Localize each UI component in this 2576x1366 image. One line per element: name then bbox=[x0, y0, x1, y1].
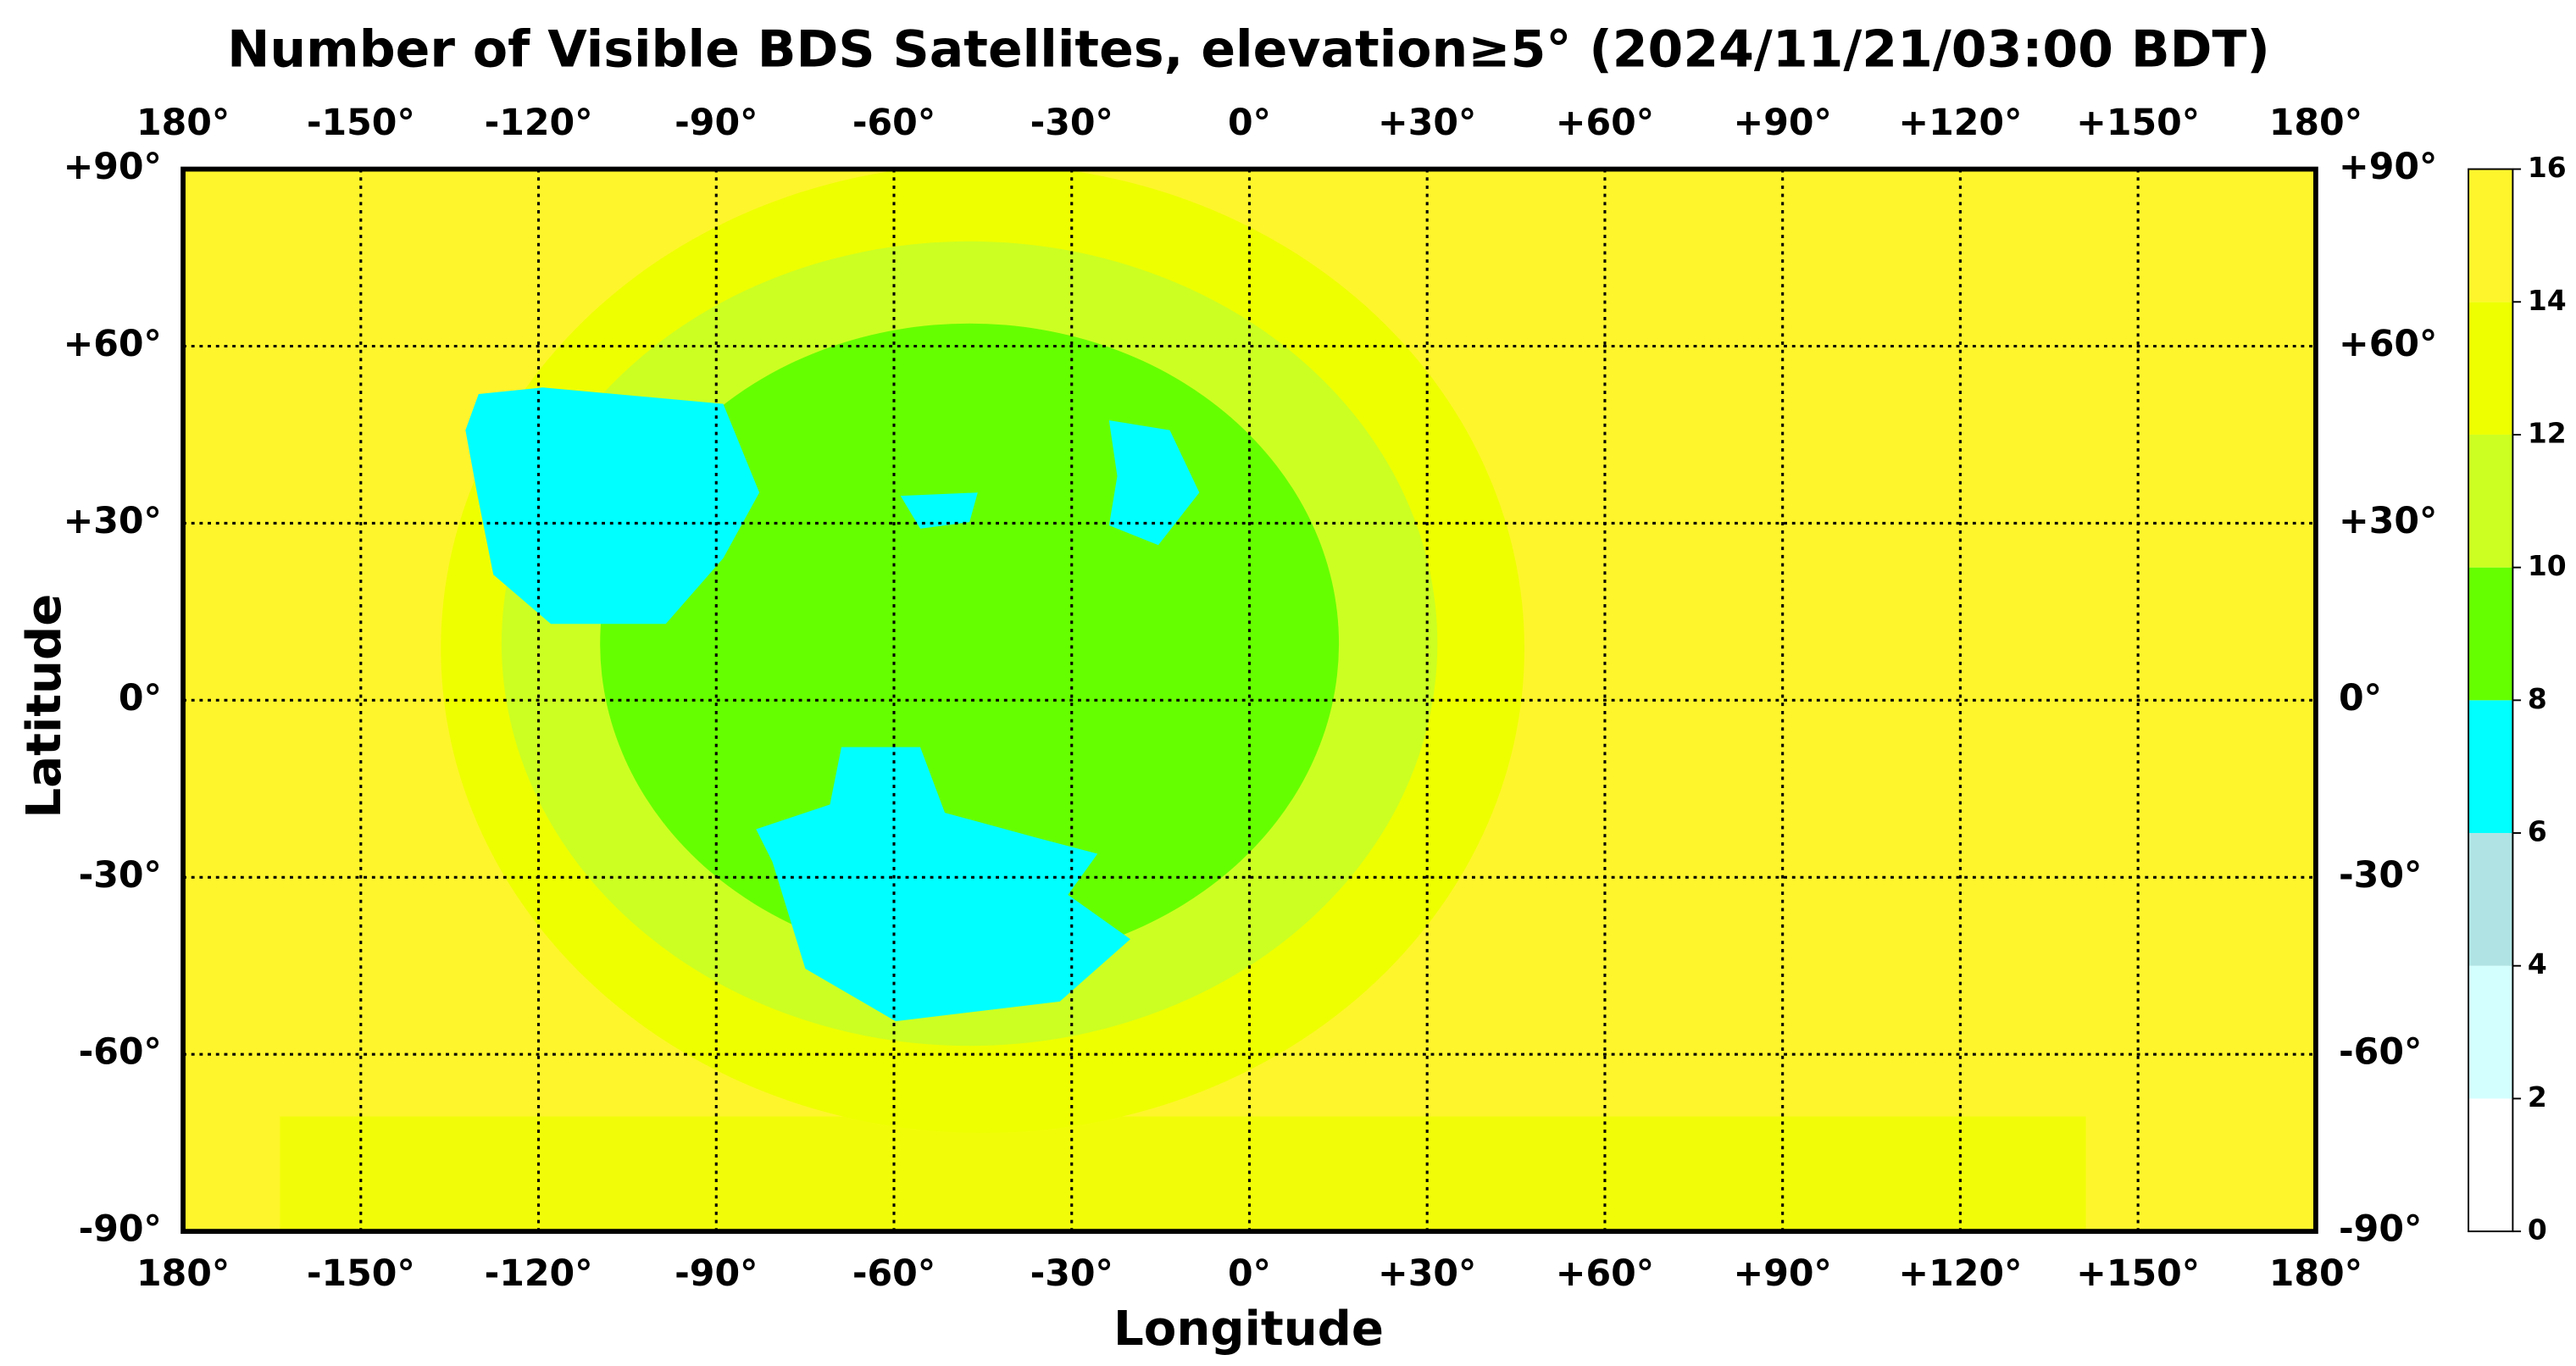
colorbar-tick-label: 0 bbox=[2528, 1213, 2547, 1247]
colorbar-tick-label: 12 bbox=[2528, 416, 2567, 449]
x-tick-label-top: 180° bbox=[136, 102, 230, 144]
colorbar-segment bbox=[2468, 302, 2513, 435]
colorbar-tick-label: 14 bbox=[2528, 284, 2567, 317]
x-axis-label: Longitude bbox=[1113, 1302, 1384, 1357]
chart-title: Number of Visible BDS Satellites, elevat… bbox=[227, 20, 2270, 80]
y-tick-label-right: -60° bbox=[2339, 1031, 2422, 1074]
colorbar-tick-label: 16 bbox=[2528, 151, 2567, 184]
y-tick-label-right: -90° bbox=[2339, 1208, 2422, 1251]
x-tick-label-top: -30° bbox=[1030, 102, 1113, 144]
y-tick-label-left: 0° bbox=[119, 677, 162, 719]
x-tick-label-top: +120° bbox=[1898, 102, 2022, 144]
x-tick-label-top: -60° bbox=[852, 102, 935, 144]
zone-6-8-south-america bbox=[756, 747, 1130, 1022]
y-tick-label-left: -60° bbox=[79, 1031, 162, 1074]
zone-6-8-small bbox=[900, 492, 978, 529]
y-tick-label-right: +90° bbox=[2339, 146, 2437, 188]
y-tick-label-left: -90° bbox=[79, 1208, 162, 1251]
plot-frame bbox=[180, 166, 2318, 1235]
x-tick-label-bottom: -30° bbox=[1030, 1252, 1113, 1295]
y-tick-label-left: +30° bbox=[64, 500, 162, 542]
x-tick-label-bottom: +60° bbox=[1556, 1252, 1654, 1295]
y-tick-label-left: -30° bbox=[79, 854, 162, 897]
x-tick-label-bottom: -150° bbox=[307, 1252, 415, 1295]
colorbar-segment bbox=[2468, 700, 2513, 834]
colorbar-segment bbox=[2468, 567, 2513, 701]
x-tick-label-bottom: +120° bbox=[1898, 1252, 2022, 1295]
x-tick-label-bottom: +150° bbox=[2076, 1252, 2200, 1295]
x-tick-label-bottom: -90° bbox=[675, 1252, 758, 1295]
visibility-field bbox=[183, 169, 2316, 1232]
x-tick-label-top: +30° bbox=[1378, 102, 1476, 144]
colorbar: 0 2 4 6 8 10 12 14 16 bbox=[2468, 151, 2567, 1247]
y-tick-label-left: +60° bbox=[64, 323, 162, 365]
y-tick-label-right: -30° bbox=[2339, 854, 2422, 897]
x-tick-label-bottom: +90° bbox=[1734, 1252, 1832, 1295]
y-tick-label-right: +30° bbox=[2339, 500, 2437, 542]
x-tick-label-top: +90° bbox=[1734, 102, 1832, 144]
colorbar-tick-label: 6 bbox=[2528, 815, 2547, 848]
x-tick-label-bottom: +30° bbox=[1378, 1252, 1476, 1295]
x-tick-label-top: 180° bbox=[2269, 102, 2362, 144]
grid bbox=[183, 169, 2316, 1232]
colorbar-segment bbox=[2468, 434, 2513, 568]
x-tick-label-top: -90° bbox=[675, 102, 758, 144]
colorbar-segment bbox=[2468, 169, 2513, 303]
colorbar-segment bbox=[2468, 965, 2513, 1099]
colorbar-segment bbox=[2468, 1098, 2513, 1232]
x-tick-label-bottom: 180° bbox=[136, 1252, 230, 1295]
x-tick-label-top: +60° bbox=[1556, 102, 1654, 144]
colorbar-tick-label: 8 bbox=[2528, 682, 2547, 715]
x-tick-label-bottom: 180° bbox=[2269, 1252, 2362, 1295]
x-tick-label-bottom: 0° bbox=[1228, 1252, 1271, 1295]
x-tick-label-top: -120° bbox=[485, 102, 593, 144]
x-tick-label-top: +150° bbox=[2076, 102, 2200, 144]
x-tick-label-top: 0° bbox=[1228, 102, 1271, 144]
x-tick-label-top: -150° bbox=[307, 102, 415, 144]
zone-12-14-south bbox=[280, 1116, 2086, 1232]
y-axis-label: Latitude bbox=[17, 594, 72, 819]
x-tick-label-bottom: -60° bbox=[852, 1252, 935, 1295]
colorbar-tick-label: 10 bbox=[2528, 549, 2567, 582]
y-tick-label-right: +60° bbox=[2339, 323, 2437, 365]
colorbar-tick-label: 2 bbox=[2528, 1080, 2547, 1113]
zone-6-8-atlantic bbox=[1108, 420, 1200, 546]
colorbar-segment bbox=[2468, 833, 2513, 966]
colorbar-tick-label: 4 bbox=[2528, 947, 2547, 980]
y-tick-label-left: +90° bbox=[64, 146, 162, 188]
y-tick-label-right: 0° bbox=[2339, 677, 2382, 719]
x-tick-label-bottom: -120° bbox=[485, 1252, 593, 1295]
